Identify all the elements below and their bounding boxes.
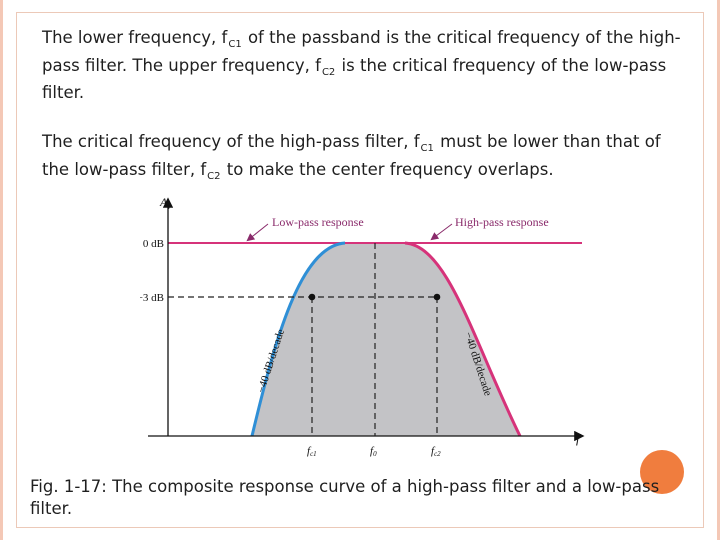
paragraph-critical-frequency: The critical frequency of the high-pass … <box>42 130 692 185</box>
p1-text-c: is the critical frequency of the low-pas… <box>42 55 667 103</box>
p2-subscript-c1: C1 <box>420 143 434 154</box>
passband-fill-area <box>252 243 520 436</box>
p2-subscript-c2: C2 <box>207 170 221 182</box>
figure-caption: Fig. 1-17: The composite response curve … <box>30 477 660 518</box>
tick-minus-3db: −3 dB <box>140 292 164 304</box>
tick-f0: f0 <box>370 445 377 458</box>
slide-frame <box>16 12 704 528</box>
low-pass-pointer-arrow <box>246 223 269 242</box>
p2-text-c: to make the center frequency overlaps. <box>221 159 554 179</box>
tick-fc2: fc2 <box>431 445 441 458</box>
decorative-orange-circle <box>640 450 684 494</box>
p2-text-b: must be lower than that of the low-pass … <box>42 132 661 179</box>
legend-high-pass: High-pass response <box>455 215 549 229</box>
left-edge-stripe <box>0 0 3 540</box>
response-curve-figure: Av f 0 dB −3 dB fc1 f0 fc2 Low-pass resp… <box>140 195 585 458</box>
p1-text-b: of the passband is the critical frequenc… <box>42 28 681 75</box>
p1-text-a: The lower frequency, f <box>42 28 228 47</box>
fc1-point <box>308 293 316 301</box>
right-edge-stripe <box>717 0 720 540</box>
p2-text-a: The critical frequency of the high-pass … <box>42 132 420 151</box>
low-pass-slope <box>250 241 346 437</box>
tick-0db: 0 dB <box>143 238 164 250</box>
fc2-point <box>433 293 441 301</box>
tick-fc1: fc1 <box>307 445 317 458</box>
p1-subscript-c2: C2 <box>321 66 336 78</box>
high-pass-slope <box>404 241 522 437</box>
paragraph-passband: The lower frequency, fC1 of the passband… <box>42 26 692 106</box>
legend-low-pass: Low-pass response <box>272 215 364 229</box>
high-pass-pointer-arrow <box>430 223 453 241</box>
x-axis-label: f <box>576 431 582 446</box>
p1-subscript-c1: C1 <box>228 39 242 50</box>
y-axis-label: Av <box>159 195 171 211</box>
